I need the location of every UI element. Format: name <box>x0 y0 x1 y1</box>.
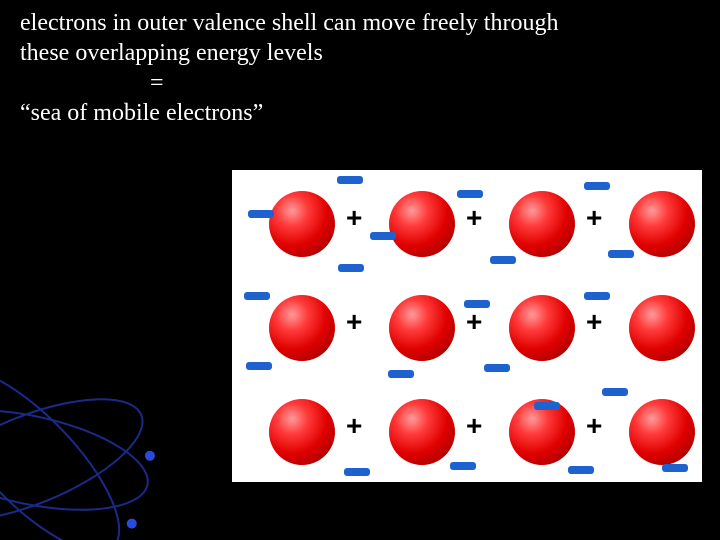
electron-minus-icon <box>244 292 270 300</box>
plus-icon: + <box>586 204 602 232</box>
electron-minus-icon <box>568 466 594 474</box>
positive-ion <box>389 295 455 361</box>
electron-minus-icon <box>484 364 510 372</box>
electron-minus-icon <box>584 182 610 190</box>
positive-ion <box>389 399 455 465</box>
positive-ion <box>509 191 575 257</box>
electron-minus-icon <box>344 468 370 476</box>
electron-minus-icon <box>246 362 272 370</box>
electron-minus-icon <box>534 402 560 410</box>
orbit-decoration-icon <box>0 320 180 540</box>
electron-minus-icon <box>388 370 414 378</box>
positive-ion <box>269 191 335 257</box>
electron-minus-icon <box>450 462 476 470</box>
plus-icon: + <box>586 412 602 440</box>
plus-icon: + <box>466 204 482 232</box>
positive-ion <box>629 191 695 257</box>
text-line-1: electrons in outer valence shell can mov… <box>20 8 660 38</box>
electron-minus-icon <box>608 250 634 258</box>
positive-ion <box>269 295 335 361</box>
plus-icon: + <box>706 308 720 336</box>
electron-minus-icon <box>662 464 688 472</box>
positive-ion <box>389 191 455 257</box>
electron-minus-icon <box>338 264 364 272</box>
positive-ion <box>269 399 335 465</box>
plus-icon: + <box>346 412 362 440</box>
electron-minus-icon <box>584 292 610 300</box>
electron-minus-icon <box>248 210 274 218</box>
positive-ion <box>629 295 695 361</box>
electron-minus-icon <box>337 176 363 184</box>
plus-icon: + <box>346 308 362 336</box>
plus-icon: + <box>586 308 602 336</box>
plus-icon: + <box>706 412 720 440</box>
plus-icon: + <box>346 204 362 232</box>
text-line-4: “sea of mobile electrons” <box>20 98 660 128</box>
electron-minus-icon <box>457 190 483 198</box>
positive-ion <box>509 295 575 361</box>
slide-text-block: electrons in outer valence shell can mov… <box>20 8 660 128</box>
plus-icon: + <box>706 204 720 232</box>
text-line-2: these overlapping energy levels <box>20 38 660 68</box>
plus-icon: + <box>466 412 482 440</box>
plus-icon: + <box>466 308 482 336</box>
text-line-equals: = <box>20 68 660 98</box>
electron-minus-icon <box>370 232 396 240</box>
electron-minus-icon <box>602 388 628 396</box>
positive-ion <box>629 399 695 465</box>
electron-minus-icon <box>490 256 516 264</box>
metallic-bonding-diagram: ++++++++++++ <box>232 170 702 482</box>
